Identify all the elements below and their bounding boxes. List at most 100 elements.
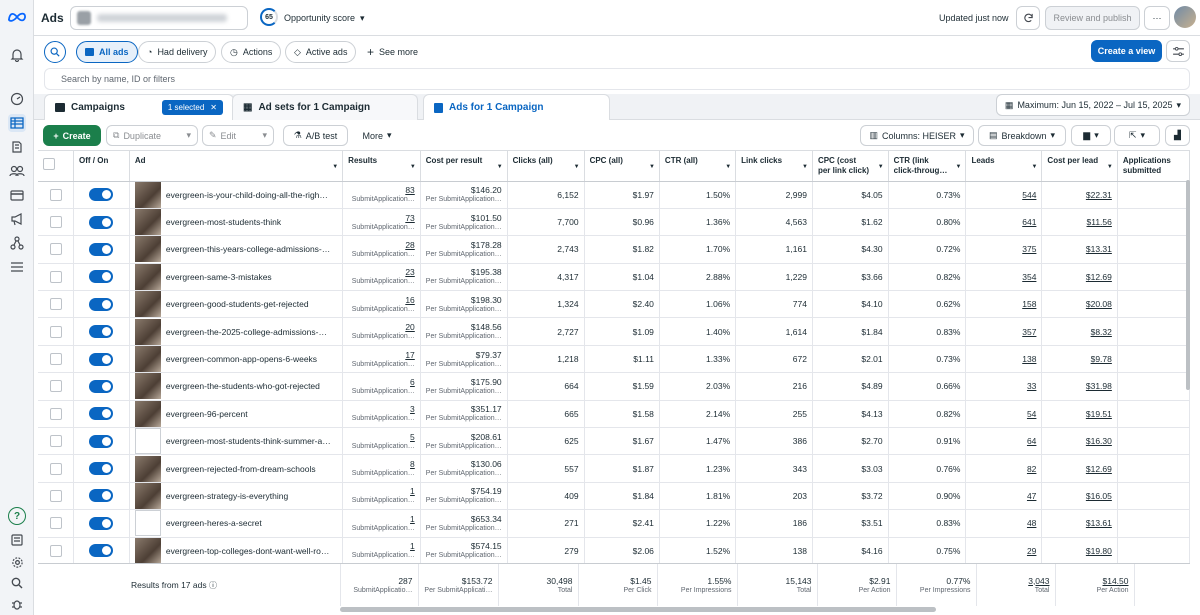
meta-logo-icon[interactable] <box>8 8 26 26</box>
on-off-toggle[interactable] <box>89 242 114 256</box>
review-publish-button[interactable]: Review and publish <box>1045 6 1140 30</box>
row-toggle-cell[interactable] <box>73 317 130 346</box>
row-select-cell[interactable] <box>38 372 74 401</box>
row-select-cell[interactable] <box>38 427 74 456</box>
pages-icon[interactable] <box>8 138 26 156</box>
cost-per-lead-value[interactable]: $8.32 <box>1090 326 1112 337</box>
on-off-toggle[interactable] <box>89 352 114 366</box>
col-leads[interactable]: Leads ▼ <box>965 151 1043 182</box>
row-checkbox[interactable] <box>49 243 62 256</box>
select-all-checkbox[interactable] <box>43 158 55 170</box>
row-select-cell[interactable] <box>38 235 74 264</box>
leads-value[interactable]: 544 <box>1022 189 1037 200</box>
col-ad[interactable]: Ad ▼ <box>129 151 344 182</box>
refresh-button[interactable] <box>1016 6 1040 30</box>
account-selector[interactable] <box>70 6 248 30</box>
table-grid-icon[interactable] <box>8 114 26 132</box>
total-leads-value[interactable]: 3,043 <box>1028 575 1050 586</box>
col-cpc-link[interactable]: CPC (cost per link click) ▼ <box>812 151 889 182</box>
leads-value[interactable]: 33 <box>1026 381 1037 392</box>
breakdown-dropdown[interactable]: ▤ Breakdown ▾ <box>978 125 1066 146</box>
col-results[interactable]: Results ▼ <box>342 151 421 182</box>
on-off-toggle[interactable] <box>89 325 114 339</box>
duplicate-button[interactable]: ⧉ Duplicate ▾ <box>106 125 198 146</box>
on-off-toggle[interactable] <box>89 489 114 503</box>
opportunity-score-dropdown[interactable]: Opportunity score ▾ <box>284 13 365 24</box>
on-off-toggle[interactable] <box>89 188 114 202</box>
leads-value[interactable]: 82 <box>1026 463 1037 474</box>
table-row[interactable]: evergreen-same-3-mistakes 23 SubmitApplica… <box>38 263 1190 292</box>
table-row[interactable]: evergreen-is-your-child-doing-all-the-ri… <box>38 181 1190 209</box>
row-checkbox[interactable] <box>49 517 62 530</box>
row-toggle-cell[interactable] <box>73 235 130 264</box>
cost-per-lead-value[interactable]: $20.08 <box>1085 299 1112 310</box>
on-off-toggle[interactable] <box>89 379 114 393</box>
row-toggle-cell[interactable] <box>73 427 130 456</box>
col-clicks[interactable]: Clicks (all) ▼ <box>507 151 585 182</box>
leads-value[interactable]: 354 <box>1022 271 1037 282</box>
col-cost-per-lead[interactable]: Cost per lead ▼ <box>1041 151 1118 182</box>
charts-toggle-button[interactable]: ▟ <box>1165 125 1190 146</box>
cost-per-lead-value[interactable]: $19.51 <box>1085 408 1112 419</box>
table-row[interactable]: evergreen-heres-a-secret 1 SubmitApplicati… <box>38 509 1190 538</box>
ad-name-link[interactable]: evergreen-rejected-from-dream-schools <box>165 463 316 474</box>
table-row[interactable]: evergreen-rejected-from-dream-schools 8 Su… <box>38 454 1190 483</box>
chevron-down-icon[interactable]: ▾ <box>186 130 191 140</box>
leads-value[interactable]: 47 <box>1026 490 1037 501</box>
row-checkbox[interactable] <box>49 188 62 201</box>
leads-value[interactable]: 29 <box>1026 545 1037 556</box>
create-view-button[interactable]: Create a view <box>1091 40 1162 62</box>
select-all-cell[interactable] <box>38 151 74 182</box>
tab-campaigns[interactable]: Campaigns 1 selected ✕ <box>44 94 234 120</box>
selected-chip[interactable]: 1 selected ✕ <box>161 100 223 115</box>
sort-caret-icon[interactable]: ▼ <box>801 164 808 170</box>
sort-caret-icon[interactable]: ▼ <box>573 164 580 170</box>
bug-report-icon[interactable] <box>8 595 26 613</box>
row-checkbox[interactable] <box>49 435 62 448</box>
horizontal-scrollbar[interactable] <box>340 607 936 612</box>
cost-per-lead-value[interactable]: $16.30 <box>1085 436 1112 447</box>
sort-caret-icon[interactable]: ▼ <box>877 164 884 170</box>
results-value[interactable]: 17 <box>405 349 415 360</box>
ad-name-link[interactable]: evergreen-is-your-child-doing-all-the-ri… <box>165 189 328 200</box>
row-toggle-cell[interactable] <box>73 208 130 237</box>
ad-name-link[interactable]: evergreen-this-years-college-admissions-… <box>165 244 331 255</box>
help-question-icon[interactable]: ? <box>8 507 26 525</box>
results-value[interactable]: 28 <box>405 239 415 250</box>
row-checkbox[interactable] <box>49 353 62 366</box>
row-checkbox[interactable] <box>49 325 62 338</box>
results-value[interactable]: 23 <box>405 267 415 278</box>
row-checkbox[interactable] <box>49 544 62 557</box>
bell-icon[interactable] <box>8 46 26 64</box>
more-options-button[interactable]: ··· <box>1144 6 1170 30</box>
chevron-down-icon[interactable]: ▾ <box>262 130 267 140</box>
more-button[interactable]: More ▾ <box>352 125 402 146</box>
ad-name-link[interactable]: evergreen-heres-a-secret <box>165 518 262 529</box>
cost-per-lead-value[interactable]: $16.05 <box>1085 490 1112 501</box>
row-checkbox[interactable] <box>49 298 62 311</box>
row-toggle-cell[interactable] <box>73 181 130 209</box>
megaphone-icon[interactable] <box>8 210 26 228</box>
ad-name-link[interactable]: evergreen-same-3-mistakes <box>165 271 272 282</box>
ad-name-link[interactable]: evergreen-top-colleges-dont-want-well-ro… <box>165 545 330 556</box>
row-select-cell[interactable] <box>38 509 74 538</box>
row-checkbox[interactable] <box>49 489 62 502</box>
row-select-cell[interactable] <box>38 263 74 292</box>
leads-value[interactable]: 375 <box>1022 244 1037 255</box>
cost-per-lead-value[interactable]: $11.56 <box>1086 217 1112 228</box>
ab-test-button[interactable]: ⚗ A/B test <box>283 125 348 146</box>
opportunity-score-gauge[interactable]: 65 <box>260 8 278 26</box>
results-value[interactable]: 6 <box>410 376 415 387</box>
filter-actions[interactable]: ◷ Actions <box>221 41 282 63</box>
col-off-on[interactable]: Off / On <box>73 151 130 182</box>
row-toggle-cell[interactable] <box>73 400 130 429</box>
ad-name-link[interactable]: evergreen-most-students-think-summer-a… <box>165 436 331 447</box>
create-button[interactable]: + Create <box>43 125 101 146</box>
filter-had-delivery[interactable]: ◔ Had delivery <box>138 41 217 63</box>
results-value[interactable]: 20 <box>405 322 415 333</box>
leads-value[interactable]: 357 <box>1022 326 1037 337</box>
search-icon[interactable] <box>8 574 26 592</box>
results-value[interactable]: 8 <box>410 459 415 470</box>
on-off-toggle[interactable] <box>89 462 114 476</box>
total-cpl-value[interactable]: $14.50 <box>1102 575 1129 586</box>
